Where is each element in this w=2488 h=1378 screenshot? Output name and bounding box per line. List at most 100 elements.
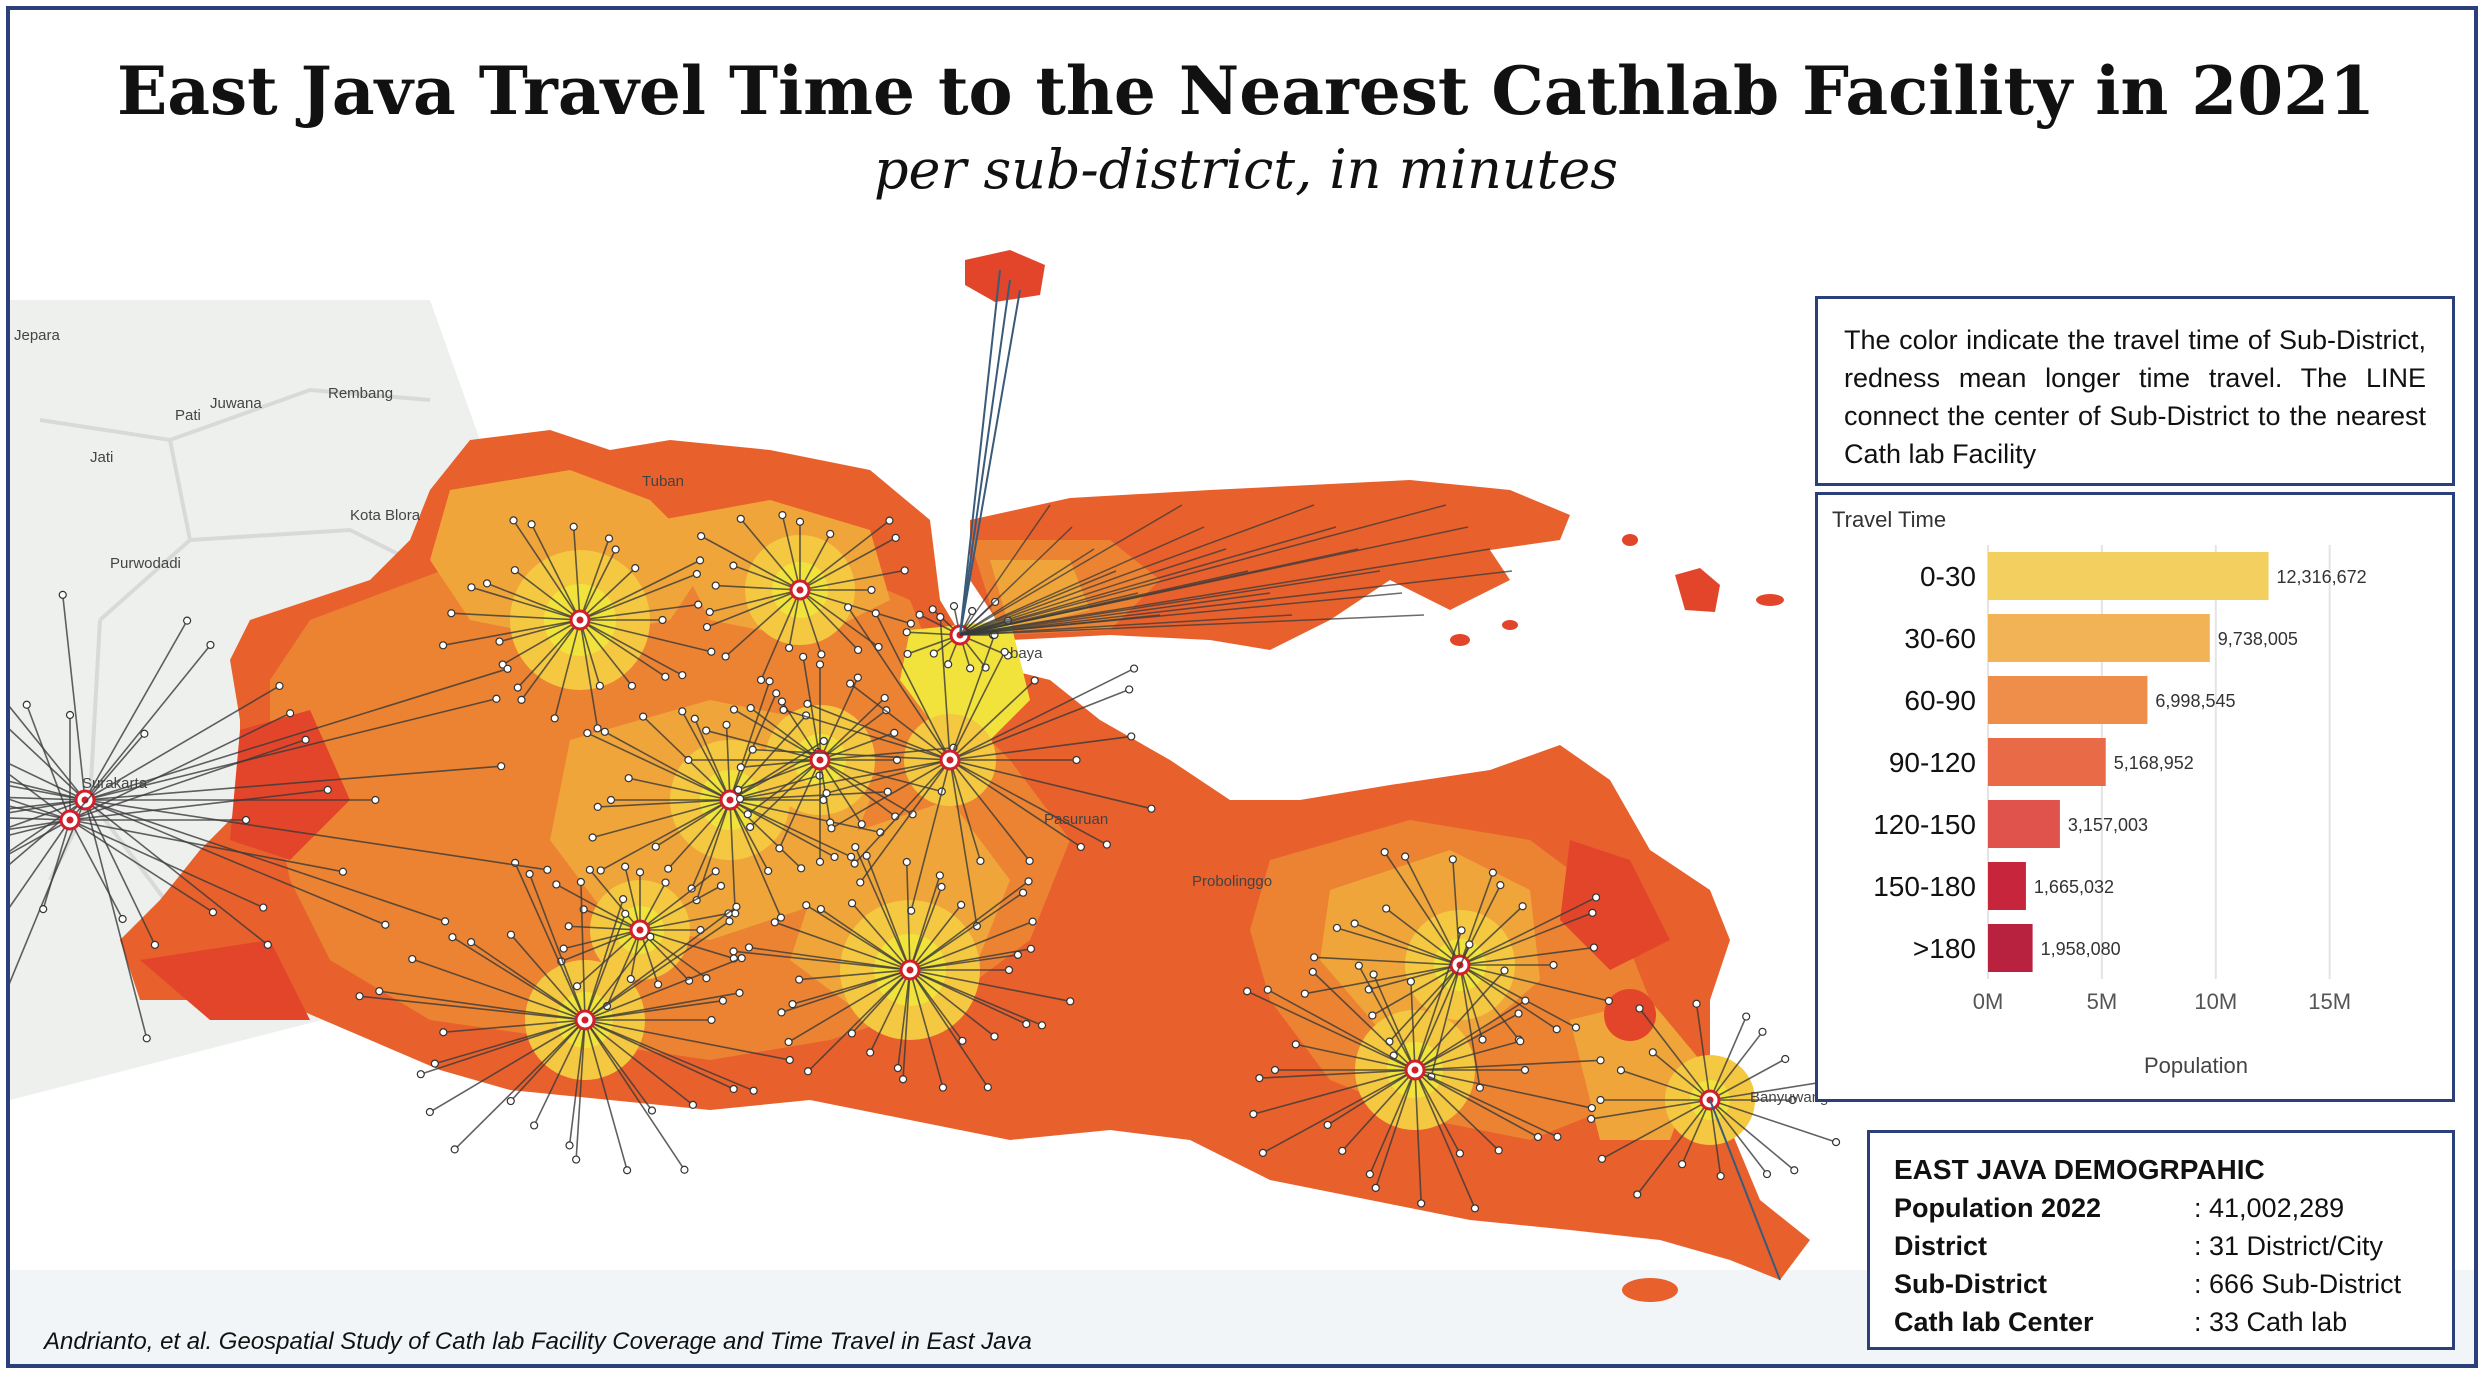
network-line — [1414, 930, 1463, 1071]
network-line — [84, 799, 269, 946]
subdistrict-center — [1263, 985, 1272, 994]
network-line — [553, 619, 581, 719]
place-label: Rembang — [328, 385, 393, 402]
network-line — [584, 1019, 628, 1171]
subdistrict-center — [906, 619, 915, 628]
network-line — [959, 548, 1095, 636]
subdistrict-center — [416, 1070, 425, 1079]
network-line — [729, 799, 802, 869]
heart-icon — [581, 1016, 589, 1024]
subdistrict-center — [851, 842, 860, 852]
subdistrict-center — [543, 865, 552, 874]
chart-x-tick-label: 5M — [2087, 989, 2118, 1014]
subdistrict-center — [430, 1059, 439, 1068]
subdistrict-center — [1026, 944, 1036, 953]
subdistrict-center — [1255, 1074, 1264, 1083]
network-line — [695, 799, 731, 901]
subdistrict-center — [651, 842, 660, 851]
place-label: Pasuruan — [1044, 811, 1108, 828]
network-line — [748, 946, 911, 971]
subdistrict-center — [990, 1032, 999, 1041]
subdistrict-center — [743, 810, 752, 819]
network-line — [1327, 1069, 1416, 1126]
chart-value-label: 3,157,003 — [2068, 815, 2148, 835]
network-line — [1393, 964, 1461, 1056]
subdistrict-center — [1716, 1171, 1725, 1181]
place-label: Purwodadi — [110, 555, 181, 572]
network-line — [959, 289, 1021, 636]
subdistrict-center — [39, 905, 48, 914]
network-line — [1259, 1069, 1416, 1079]
network-line — [1601, 1099, 1711, 1160]
subdistrict-center — [736, 763, 745, 772]
network-line — [520, 619, 581, 701]
network-line — [451, 612, 581, 621]
network-line — [499, 619, 581, 643]
subdistrict-center — [736, 514, 745, 523]
network-line — [959, 526, 1337, 636]
network-line — [959, 592, 1403, 636]
network-line — [624, 866, 641, 931]
demographic-value: : 41,002,289 — [2194, 1193, 2345, 1223]
subdistrict-center — [371, 795, 380, 805]
subdistrict-center — [822, 788, 831, 798]
network-line — [69, 819, 214, 913]
subdistrict-center — [1125, 685, 1134, 694]
subdistrict-center — [826, 529, 835, 539]
subdistrict-center — [1369, 970, 1378, 979]
network-line — [905, 862, 911, 971]
network-line — [1414, 1069, 1558, 1138]
subdistrict-center — [259, 903, 268, 912]
network-line — [819, 759, 914, 816]
subdistrict-center — [784, 1037, 793, 1047]
subdistrict-center — [1147, 804, 1156, 813]
network-line — [84, 799, 548, 871]
network-line — [705, 729, 821, 761]
subdistrict-center — [606, 795, 616, 805]
subdistrict-center — [1129, 664, 1139, 673]
network-line — [1709, 1099, 1837, 1143]
subdistrict-center — [764, 866, 773, 876]
kangean-island — [1675, 568, 1720, 612]
subdistrict-center — [1368, 1011, 1377, 1020]
subdistrict-center — [1516, 1037, 1525, 1046]
subdistrict-center — [815, 660, 825, 669]
chart-category-label: 90-120 — [1889, 747, 1976, 778]
network-line — [512, 519, 581, 621]
network-line — [959, 548, 1227, 636]
subdistrict-center — [275, 681, 284, 691]
subdistrict-center — [785, 643, 794, 653]
subdistrict-center — [1587, 1114, 1596, 1124]
network-line — [752, 748, 951, 761]
subdistrict-center — [1000, 647, 1009, 657]
network-line — [1253, 1069, 1416, 1115]
network-line — [1358, 965, 1416, 1071]
subdistrict-center — [765, 677, 774, 686]
subdistrict-center — [803, 1067, 813, 1076]
network-line — [69, 712, 291, 821]
subdistrict-center — [957, 900, 966, 909]
chart-value-label: 9,738,005 — [2218, 629, 2298, 649]
network-line — [555, 883, 641, 931]
subdistrict-center — [572, 1155, 581, 1164]
network-line — [561, 929, 641, 963]
network-line — [1414, 1069, 1461, 1154]
network-line — [1459, 912, 1593, 966]
network-line — [729, 799, 737, 914]
subdistrict-center — [744, 943, 754, 952]
subdistrict-center — [448, 933, 457, 942]
network-line — [1414, 1069, 1476, 1209]
network-line — [1354, 922, 1461, 966]
network-line — [909, 969, 944, 1088]
subdistrict-center — [862, 851, 871, 860]
network-line — [26, 704, 71, 821]
subdistrict-center — [425, 1107, 434, 1117]
subdistrict-center — [846, 679, 855, 688]
network-line — [1262, 1069, 1416, 1154]
network-line — [84, 698, 497, 801]
subdistrict-center — [846, 852, 856, 861]
network-line — [949, 759, 1152, 810]
network-line — [819, 697, 886, 761]
network-line — [1388, 964, 1461, 1043]
network-line — [909, 969, 1043, 1027]
